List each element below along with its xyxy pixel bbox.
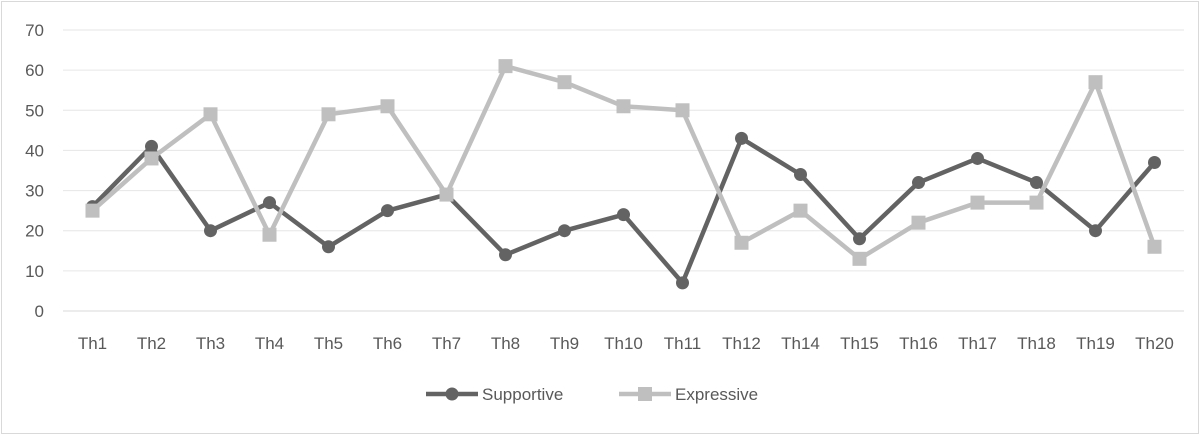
data-point-supportive xyxy=(1089,224,1102,238)
data-point-expressive xyxy=(1147,239,1162,254)
x-tick-label: Th17 xyxy=(958,334,997,353)
y-tick-label: 0 xyxy=(35,302,44,321)
data-point-supportive xyxy=(558,224,571,238)
data-point-supportive xyxy=(263,196,276,210)
data-point-expressive xyxy=(321,107,336,122)
x-tick-label: Th19 xyxy=(1076,334,1115,353)
x-tick-label: Th12 xyxy=(722,334,761,353)
y-tick-label: 70 xyxy=(25,21,44,40)
data-point-expressive xyxy=(793,203,808,218)
data-point-expressive xyxy=(439,187,454,202)
data-point-supportive xyxy=(971,151,984,165)
legend-marker-circle xyxy=(445,387,459,401)
x-tick-label: Th1 xyxy=(78,334,107,353)
data-point-expressive xyxy=(144,151,159,166)
data-point-expressive xyxy=(557,75,572,90)
data-point-expressive xyxy=(675,103,690,118)
data-point-supportive xyxy=(204,224,217,238)
legend-label: Expressive xyxy=(675,385,758,404)
data-point-expressive xyxy=(1088,75,1103,90)
data-point-supportive xyxy=(676,276,689,290)
x-tick-label: Th15 xyxy=(840,334,879,353)
x-tick-label: Th16 xyxy=(899,334,938,353)
data-point-supportive xyxy=(145,139,158,153)
x-tick-label: Th20 xyxy=(1135,334,1174,353)
data-point-supportive xyxy=(853,232,866,246)
x-tick-label: Th18 xyxy=(1017,334,1056,353)
y-tick-label: 10 xyxy=(25,262,44,281)
x-tick-label: Th10 xyxy=(604,334,643,353)
data-point-supportive xyxy=(617,208,630,222)
data-point-expressive xyxy=(911,215,926,230)
legend-marker-square xyxy=(638,387,652,401)
data-point-expressive xyxy=(616,99,631,114)
x-tick-label: Th8 xyxy=(491,334,520,353)
data-point-supportive xyxy=(322,240,335,254)
x-tick-label: Th6 xyxy=(373,334,402,353)
data-point-supportive xyxy=(1148,155,1161,169)
data-point-expressive xyxy=(203,107,218,122)
legend-label: Supportive xyxy=(482,385,563,404)
data-point-expressive xyxy=(85,203,100,218)
y-tick-label: 40 xyxy=(25,141,44,160)
data-point-supportive xyxy=(794,168,807,182)
data-point-supportive xyxy=(1030,176,1043,190)
data-point-expressive xyxy=(970,195,985,210)
x-tick-label: Th14 xyxy=(781,334,820,353)
data-point-expressive xyxy=(1029,195,1044,210)
x-tick-label: Th11 xyxy=(664,334,702,353)
x-tick-label: Th9 xyxy=(550,334,579,353)
data-point-expressive xyxy=(852,251,867,266)
data-point-expressive xyxy=(734,235,749,250)
y-tick-label: 60 xyxy=(25,61,44,80)
y-tick-label: 20 xyxy=(25,222,44,241)
data-point-expressive xyxy=(498,59,513,74)
data-point-expressive xyxy=(380,99,395,114)
x-tick-label: Th3 xyxy=(196,334,225,353)
data-point-supportive xyxy=(381,204,394,218)
x-tick-label: Th5 xyxy=(314,334,343,353)
x-tick-label: Th4 xyxy=(255,334,284,353)
data-point-supportive xyxy=(499,248,512,262)
data-point-supportive xyxy=(912,176,925,190)
data-point-expressive xyxy=(262,227,277,242)
y-tick-label: 50 xyxy=(25,101,44,120)
x-tick-label: Th7 xyxy=(432,334,461,353)
data-point-supportive xyxy=(735,131,748,145)
x-tick-label: Th2 xyxy=(137,334,166,353)
y-tick-label: 30 xyxy=(25,182,44,201)
